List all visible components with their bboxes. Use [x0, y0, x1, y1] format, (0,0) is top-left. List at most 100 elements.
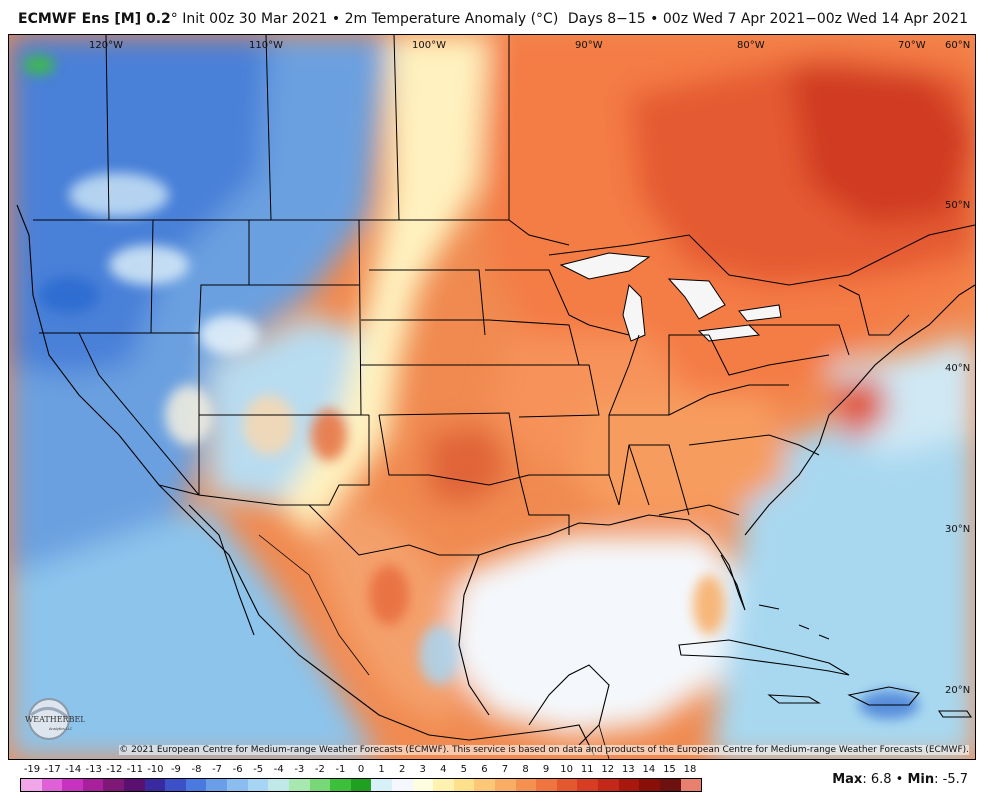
colorbar-label: -4	[273, 764, 284, 775]
colorbar-swatch	[41, 779, 63, 791]
lat-labels: 60°N 50°N 40°N 30°N 20°N	[945, 40, 970, 696]
colorbar-swatch	[309, 779, 331, 791]
colorbar-swatch	[598, 779, 619, 791]
init-and-variable: Init 00z 30 Mar 2021 • 2m Temperature An…	[177, 11, 559, 27]
colorbar-label: -6	[232, 764, 243, 775]
colorbar-label: -19	[23, 764, 41, 775]
colorbar-label: 1	[378, 764, 385, 775]
colorbar-label: -10	[147, 764, 164, 775]
colorbar-swatch	[247, 779, 269, 791]
copyright-notice: © 2021 European Centre for Medium-range …	[119, 745, 969, 755]
lon-label: 120°W	[89, 40, 123, 51]
colorbar-label: 3	[419, 764, 426, 775]
colorbar-swatch	[680, 779, 702, 791]
min-label: Min	[907, 772, 935, 787]
colorbar-swatch	[495, 779, 516, 791]
lat-label: 60°N	[945, 40, 970, 51]
colorbar-label: 13	[621, 764, 635, 775]
colorbar-label: 14	[642, 764, 656, 775]
colorbar-swatch	[206, 779, 228, 791]
colorbar-swatch	[103, 779, 125, 791]
max-value: : 6.8 •	[862, 772, 908, 787]
model-name: ECMWF Ens [M] 0.2	[18, 11, 171, 27]
colorbar-swatch	[556, 779, 578, 791]
colorbar-label: 5	[460, 764, 467, 775]
max-label: Max	[832, 772, 863, 787]
colorbar-swatch	[639, 779, 660, 791]
colorbar-swatch	[330, 779, 351, 791]
weatherbell-logo: WEATHERBELL Analytics LLC	[25, 698, 85, 740]
colorbar-swatch	[659, 779, 681, 791]
lat-label: 30°N	[945, 524, 970, 535]
colorbar-label: -17	[44, 764, 61, 775]
colorbar-swatch	[144, 779, 166, 791]
logo-text: WEATHERBELL	[25, 715, 85, 724]
colorbar-swatch	[62, 779, 83, 791]
anomaly-map[interactable]: 120°W 110°W 100°W 90°W 80°W 70°W 60°N 50…	[8, 34, 976, 760]
state-borders	[33, 35, 975, 556]
colorbar-label: -9	[170, 764, 181, 775]
colorbar-labels: -19 -17 -14 -13 -12 -11 -10 -9 -8 -7 -6 -5 -4 -3 -2 -1 0…	[20, 764, 702, 778]
colorbar-swatch	[577, 779, 599, 791]
colorbar-label: 18	[683, 764, 697, 775]
colorbar-label: 12	[601, 764, 615, 775]
colorbar-label: -2	[314, 764, 325, 775]
colorbar-label: 7	[501, 764, 509, 775]
colorbar-label: 0	[357, 764, 365, 775]
colorbar-swatch	[124, 779, 145, 791]
colorbar-label: 4	[440, 764, 447, 775]
colorbar-swatch	[227, 779, 248, 791]
map-header: ECMWF Ens [M] 0.2° Init 00z 30 Mar 2021 …	[0, 0, 984, 34]
colorbar-label: -13	[85, 764, 102, 775]
colorbar-swatch	[391, 779, 413, 791]
terrain-speckle	[23, 55, 919, 719]
colorbar-legend: -19 -17 -14 -13 -12 -11 -10 -9 -8 -7 -6 -5 -4 -3 -2 -1 0…	[20, 764, 702, 794]
map-title: ECMWF Ens [M] 0.2° Init 00z 30 Mar 2021 …	[18, 11, 558, 27]
lon-label: 100°W	[412, 40, 446, 51]
colorbar-swatch	[618, 779, 640, 791]
colorbar-label: -3	[294, 764, 305, 775]
colorbar-label: -5	[253, 764, 264, 775]
min-value: : -5.7	[934, 772, 968, 787]
valid-period: Days 8−15 • 00z Wed 7 Apr 2021−00z Wed 1…	[567, 11, 968, 27]
colorbar-label: -11	[126, 764, 143, 775]
colorbar-swatch	[474, 779, 496, 791]
colorbar-swatch	[412, 779, 434, 791]
colorbar-label: 15	[663, 764, 676, 775]
colorbar-label: 9	[542, 764, 550, 775]
colorbar-strip	[20, 778, 702, 792]
great-lakes	[559, 252, 782, 342]
colorbar-swatch	[268, 779, 289, 791]
colorbar-swatch	[82, 779, 104, 791]
colorbar-label: -14	[64, 764, 82, 775]
lat-label: 40°N	[945, 363, 970, 374]
colorbar-swatch	[288, 779, 310, 791]
colorbar-label: 10	[560, 764, 573, 775]
colorbar-label: -12	[106, 764, 123, 775]
colorbar-swatch	[185, 779, 207, 791]
lon-label: 80°W	[737, 40, 765, 51]
lon-label: 70°W	[898, 40, 926, 51]
map-canvas: 120°W 110°W 100°W 90°W 80°W 70°W 60°N 50…	[9, 35, 975, 759]
colorbar-swatch	[371, 779, 392, 791]
colorbar-label: 11	[580, 764, 594, 775]
colorbar-label: 6	[481, 764, 488, 775]
colorbar-swatch	[350, 779, 372, 791]
lon-label: 90°W	[575, 40, 603, 51]
coastlines	[16, 204, 975, 756]
colorbar-swatch	[515, 779, 537, 791]
colorbar-swatch	[165, 779, 186, 791]
colorbar-swatch	[433, 779, 454, 791]
lon-label: 110°W	[249, 40, 283, 51]
colorbar-swatch	[21, 779, 42, 791]
colorbar-label: -7	[212, 764, 223, 775]
colorbar-label: -8	[191, 764, 202, 775]
lat-label: 50°N	[945, 200, 970, 211]
colorbar-label: 2	[398, 764, 406, 775]
anomaly-field	[9, 35, 975, 759]
degree-sign: °	[170, 11, 178, 27]
logo-subtext: Analytics LLC	[49, 727, 73, 731]
max-min-stats: Max: 6.8 • Min: -5.7	[832, 772, 968, 787]
colorbar-swatch	[536, 779, 557, 791]
colorbar-swatch	[453, 779, 475, 791]
